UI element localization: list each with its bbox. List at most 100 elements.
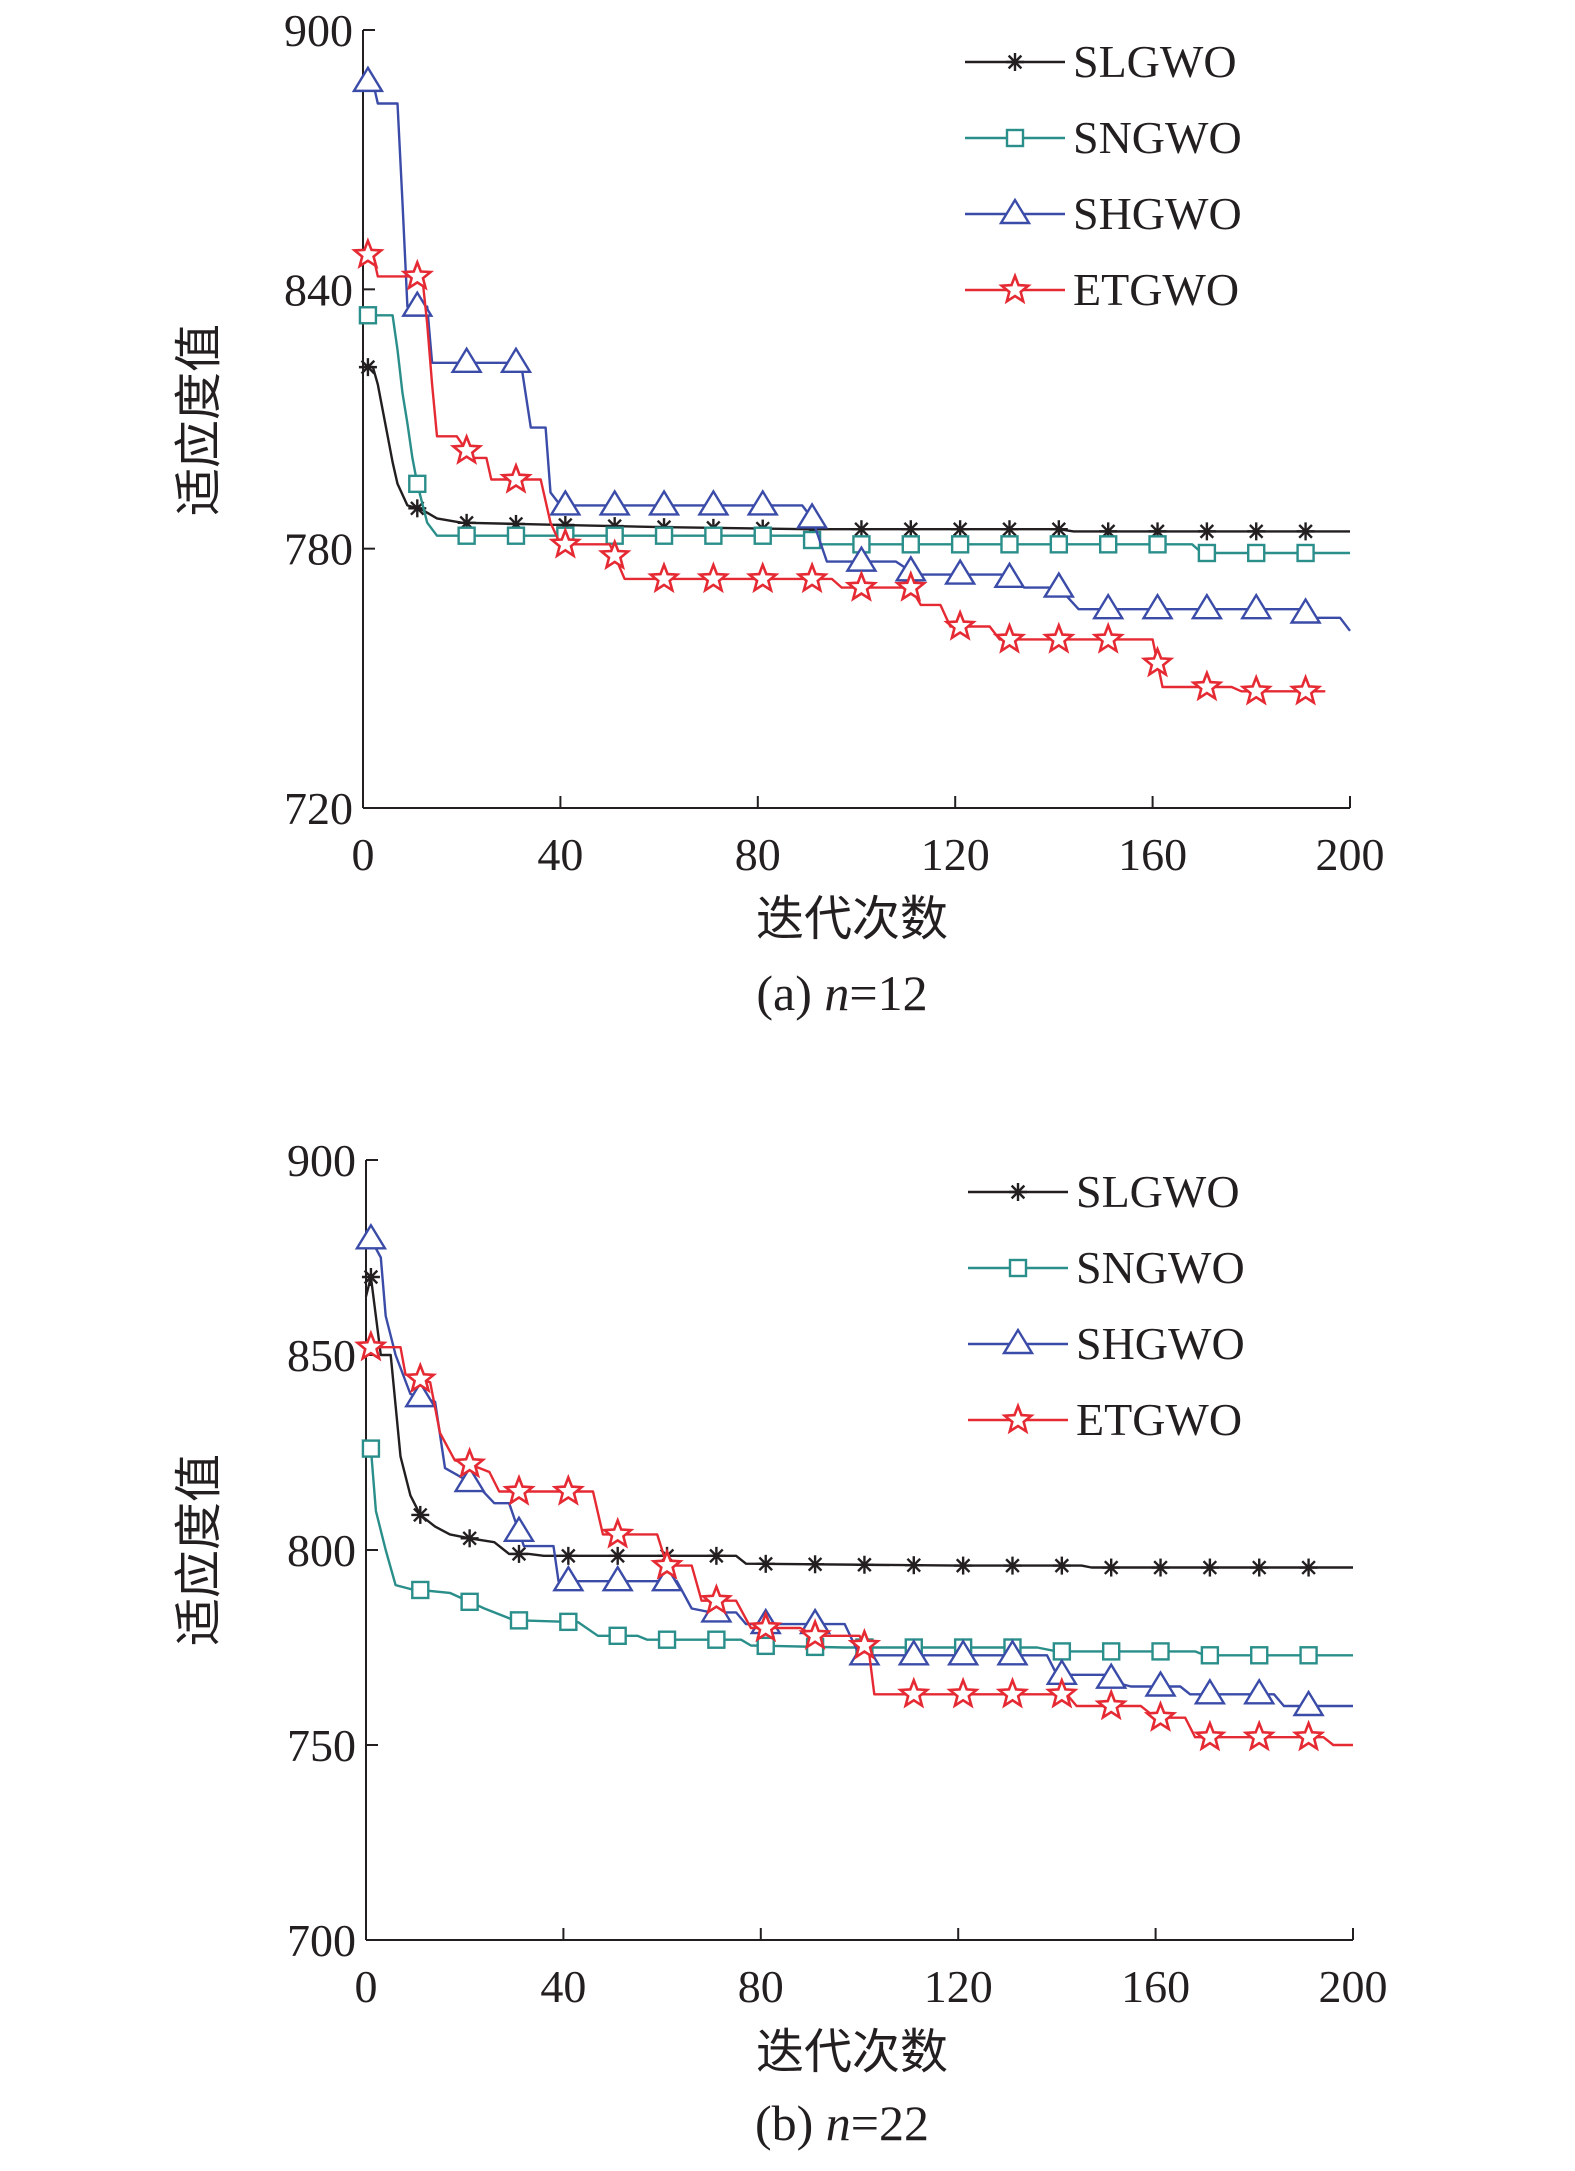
series-marker-shgwo — [1193, 1677, 1227, 1705]
series-marker-sngwo — [358, 306, 378, 325]
series-line-sngwo — [363, 314, 1350, 555]
series-marker-etgwo — [1143, 1700, 1178, 1732]
legend-marker-etgwo — [998, 272, 1032, 305]
series-marker-slgwo — [1003, 1556, 1022, 1575]
series-marker-shgwo — [1243, 1677, 1276, 1705]
y-tick-label: 900 — [287, 1135, 356, 1186]
y-tick-label: 840 — [284, 264, 353, 315]
legend-label-slgwo: SLGWO — [1073, 36, 1237, 87]
x-tick-label: 160 — [1118, 829, 1187, 880]
series-marker-etgwo — [1091, 621, 1125, 654]
series-line-slgwo — [364, 1275, 1353, 1569]
x-tick-label: 120 — [924, 1961, 993, 2012]
series-marker-etgwo — [548, 526, 583, 559]
series-marker-etgwo — [597, 538, 632, 571]
legend-marker-slgwo — [1006, 53, 1024, 71]
series-marker-etgwo — [1042, 621, 1076, 654]
legend-label-etgwo: ETGWO — [1073, 264, 1239, 315]
series-marker-sngwo — [506, 526, 526, 545]
legend-label-sngwo: SNGWO — [1076, 1242, 1245, 1293]
series-marker-etgwo — [897, 1676, 931, 1709]
y-axis-label: 适应度值 — [171, 324, 227, 516]
x-tick-label: 0 — [352, 829, 375, 880]
series-marker-sngwo — [361, 1439, 381, 1458]
legend-label-etgwo: ETGWO — [1076, 1394, 1242, 1445]
series-marker-sngwo — [657, 1630, 677, 1649]
x-tick-label: 0 — [355, 1961, 378, 2012]
series-marker-etgwo — [992, 621, 1027, 654]
series-marker-etgwo — [351, 237, 385, 270]
series-marker-etgwo — [449, 433, 484, 465]
series-marker-sngwo — [460, 1592, 479, 1612]
series-marker-slgwo — [1250, 1558, 1269, 1577]
series-marker-etgwo — [1193, 1719, 1227, 1752]
series-marker-etgwo — [844, 570, 879, 602]
series-marker-etgwo — [650, 1548, 684, 1580]
series-marker-etgwo — [499, 461, 533, 494]
series-marker-sngwo — [457, 526, 476, 545]
series-marker-sngwo — [901, 535, 920, 554]
series-line-slgwo — [363, 365, 1350, 533]
series-line-shgwo — [363, 80, 1351, 632]
series-marker-etgwo — [354, 1329, 388, 1362]
x-axis-label: 迭代次数 — [756, 2024, 948, 2080]
series-marker-sngwo — [1296, 543, 1315, 563]
legend-marker-shgwo — [998, 197, 1032, 225]
legend-label-slgwo: SLGWO — [1076, 1166, 1240, 1217]
series-marker-slgwo — [901, 520, 920, 539]
x-tick-label: 80 — [738, 1961, 784, 2012]
series-marker-etgwo — [647, 561, 681, 594]
series-marker-etgwo — [995, 1676, 1030, 1709]
y-axis-label: 适应度值 — [171, 1454, 227, 1646]
x-tick-label: 120 — [921, 829, 990, 880]
series-marker-sngwo — [1098, 535, 1118, 554]
legend-marker-sngwo — [1008, 1258, 1028, 1278]
series-marker-shgwo — [598, 489, 631, 516]
series-marker-etgwo — [551, 1473, 585, 1506]
series-marker-sngwo — [704, 526, 723, 545]
x-tick-label: 200 — [1319, 1961, 1388, 2012]
x-tick-label: 200 — [1316, 829, 1385, 880]
series-marker-shgwo — [1141, 592, 1174, 620]
y-tick-label: 900 — [284, 5, 353, 56]
legend-label-shgwo: SHGWO — [1076, 1318, 1245, 1369]
x-tick-label: 80 — [735, 829, 781, 880]
series-marker-slgwo — [1247, 522, 1266, 541]
series-marker-etgwo — [1239, 673, 1273, 706]
series-marker-etgwo — [696, 561, 731, 594]
legend-marker-slgwo — [1009, 1183, 1027, 1201]
series-marker-slgwo — [608, 1546, 627, 1565]
series-marker-shgwo — [499, 346, 533, 374]
series-marker-etgwo — [699, 1583, 734, 1615]
x-tick-label: 40 — [540, 1961, 586, 2012]
x-tick-label: 160 — [1121, 1961, 1190, 2012]
series-marker-sngwo — [1148, 535, 1167, 554]
series-marker-shgwo — [746, 489, 779, 516]
series-marker-shgwo — [552, 1564, 585, 1592]
series-marker-shgwo — [404, 1380, 437, 1408]
series-marker-shgwo — [502, 1515, 536, 1543]
series-marker-shgwo — [549, 489, 582, 516]
series-marker-slgwo — [358, 358, 377, 377]
series-marker-sngwo — [654, 526, 674, 545]
series-marker-slgwo — [756, 1554, 775, 1573]
series-marker-slgwo — [904, 1556, 923, 1575]
series-marker-sngwo — [1247, 543, 1266, 563]
series-marker-etgwo — [847, 1627, 882, 1660]
series-marker-sngwo — [411, 1580, 430, 1600]
legend-marker-shgwo — [1001, 1327, 1035, 1355]
series-marker-etgwo — [502, 1473, 536, 1506]
series-marker-shgwo — [943, 558, 977, 585]
legend-label-shgwo: SHGWO — [1073, 188, 1242, 239]
series-marker-etgwo — [400, 258, 435, 291]
series-marker-slgwo — [361, 1268, 380, 1286]
series-line-etgwo — [363, 253, 1326, 693]
series-marker-slgwo — [1296, 522, 1315, 541]
series-marker-etgwo — [798, 1618, 832, 1651]
y-tick-label: 720 — [284, 783, 353, 834]
series-marker-etgwo — [1291, 1719, 1326, 1752]
series-marker-shgwo — [1240, 592, 1273, 620]
series-marker-sngwo — [1200, 1646, 1220, 1665]
series-marker-shgwo — [351, 65, 385, 93]
